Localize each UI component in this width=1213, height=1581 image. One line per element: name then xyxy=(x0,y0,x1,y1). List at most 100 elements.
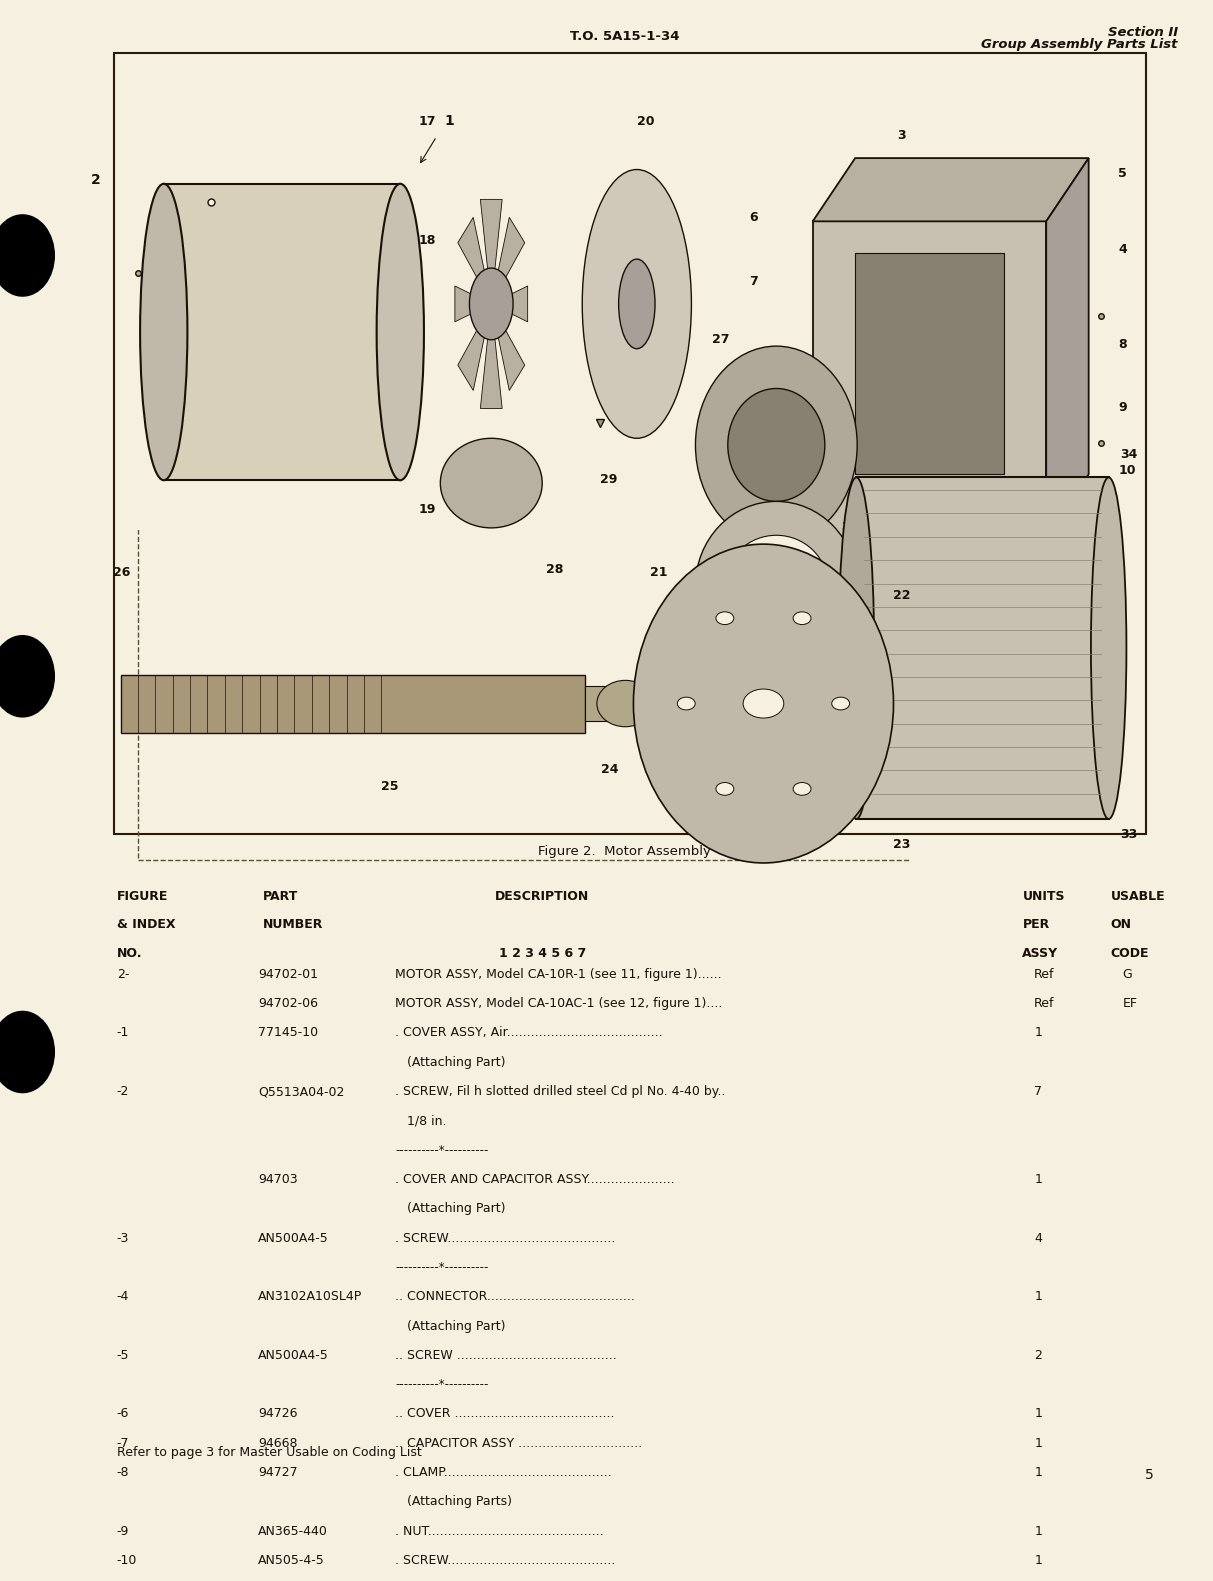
Circle shape xyxy=(0,636,55,716)
Text: -8: -8 xyxy=(116,1466,129,1480)
Text: . COVER AND CAPACITOR ASSY......................: . COVER AND CAPACITOR ASSY..............… xyxy=(395,1173,676,1186)
Ellipse shape xyxy=(716,783,734,795)
Text: AN500A4-5: AN500A4-5 xyxy=(258,1232,329,1244)
Text: . SCREW..........................................: . SCREW.................................… xyxy=(395,1554,616,1567)
Text: AN365-440: AN365-440 xyxy=(258,1524,328,1538)
Text: 29: 29 xyxy=(600,473,617,485)
Circle shape xyxy=(0,215,55,296)
Text: -4: -4 xyxy=(116,1290,129,1303)
Text: G: G xyxy=(1122,968,1132,980)
Text: USABLE: USABLE xyxy=(1111,890,1166,903)
Polygon shape xyxy=(856,477,1109,819)
Text: 18: 18 xyxy=(418,234,435,247)
Text: 1: 1 xyxy=(444,114,454,128)
Text: MOTOR ASSY, Model CA-10R-1 (see 11, figure 1)......: MOTOR ASSY, Model CA-10R-1 (see 11, figu… xyxy=(395,968,722,980)
Polygon shape xyxy=(491,286,528,323)
Text: -3: -3 xyxy=(116,1232,129,1244)
Text: PER: PER xyxy=(1023,919,1049,931)
Text: 1: 1 xyxy=(1035,1466,1042,1480)
Text: Section II: Section II xyxy=(1107,25,1178,38)
Text: . NUT............................................: . NUT...................................… xyxy=(395,1524,604,1538)
Text: Ref: Ref xyxy=(1035,968,1054,980)
Text: 2: 2 xyxy=(1035,1349,1042,1361)
Text: Ref: Ref xyxy=(1035,998,1054,1010)
Polygon shape xyxy=(457,304,491,391)
Text: 1 2 3 4 5 6 7: 1 2 3 4 5 6 7 xyxy=(499,947,586,960)
Ellipse shape xyxy=(695,346,858,544)
Text: ON: ON xyxy=(1111,919,1132,931)
Ellipse shape xyxy=(139,183,187,481)
Text: 1: 1 xyxy=(1035,1173,1042,1186)
Text: .. CONNECTOR.....................................: .. CONNECTOR............................… xyxy=(395,1290,636,1303)
Text: 8: 8 xyxy=(1118,338,1127,351)
Text: AN500A4-5: AN500A4-5 xyxy=(258,1349,329,1361)
Ellipse shape xyxy=(838,477,875,819)
Text: 4: 4 xyxy=(1118,243,1127,256)
Text: -2: -2 xyxy=(116,1085,129,1099)
Polygon shape xyxy=(121,675,585,732)
Text: (Attaching Part): (Attaching Part) xyxy=(395,1056,506,1069)
Text: 23: 23 xyxy=(894,838,911,852)
Text: 94703: 94703 xyxy=(258,1173,297,1186)
Text: 1: 1 xyxy=(1035,1290,1042,1303)
Text: 5: 5 xyxy=(1145,1469,1155,1483)
Text: 94702-01: 94702-01 xyxy=(258,968,318,980)
Text: 28: 28 xyxy=(546,563,563,575)
Text: 19: 19 xyxy=(418,503,435,515)
Ellipse shape xyxy=(724,536,828,637)
Text: (Attaching Part): (Attaching Part) xyxy=(395,1202,506,1216)
Text: 20: 20 xyxy=(637,115,654,128)
Text: PART: PART xyxy=(262,890,298,903)
Text: 27: 27 xyxy=(712,334,729,346)
Text: 94668: 94668 xyxy=(258,1437,297,1450)
Text: -10: -10 xyxy=(116,1554,137,1567)
Polygon shape xyxy=(855,253,1004,474)
Bar xyxy=(114,52,1146,835)
Polygon shape xyxy=(491,304,525,391)
Text: 33: 33 xyxy=(1121,828,1138,841)
Text: NUMBER: NUMBER xyxy=(262,919,323,931)
Ellipse shape xyxy=(728,389,825,501)
Text: .. CAPACITOR ASSY ...............................: .. CAPACITOR ASSY ......................… xyxy=(395,1437,643,1450)
Text: -7: -7 xyxy=(116,1437,129,1450)
Text: 22: 22 xyxy=(894,590,911,602)
Text: 94726: 94726 xyxy=(258,1407,297,1420)
Text: 1: 1 xyxy=(1035,1026,1042,1039)
Text: CODE: CODE xyxy=(1111,947,1149,960)
Text: 94702-06: 94702-06 xyxy=(258,998,318,1010)
Polygon shape xyxy=(455,286,491,323)
Text: Figure 2.  Motor Assembly: Figure 2. Motor Assembly xyxy=(539,844,711,857)
Ellipse shape xyxy=(597,680,654,727)
Text: . CLAMP..........................................: . CLAMP.................................… xyxy=(395,1466,613,1480)
Text: 4: 4 xyxy=(1035,1232,1042,1244)
Text: 94727: 94727 xyxy=(258,1466,297,1480)
Text: ----------*----------: ----------*---------- xyxy=(395,1379,489,1391)
Polygon shape xyxy=(480,304,502,408)
Text: 2: 2 xyxy=(91,172,101,187)
Polygon shape xyxy=(480,199,502,304)
Text: 11: 11 xyxy=(748,433,767,446)
Text: -5: -5 xyxy=(116,1349,129,1361)
Text: 21: 21 xyxy=(650,566,667,579)
Text: 77145-10: 77145-10 xyxy=(258,1026,318,1039)
Polygon shape xyxy=(491,217,525,304)
Text: AN505-4-5: AN505-4-5 xyxy=(258,1554,325,1567)
Text: Q5513A04-02: Q5513A04-02 xyxy=(258,1085,344,1099)
Text: 1: 1 xyxy=(1035,1554,1042,1567)
Text: 6: 6 xyxy=(748,212,758,225)
Circle shape xyxy=(0,1012,55,1092)
Ellipse shape xyxy=(793,783,811,795)
Ellipse shape xyxy=(1090,477,1127,819)
Text: FIGURE: FIGURE xyxy=(116,890,169,903)
Text: (Attaching Parts): (Attaching Parts) xyxy=(395,1496,512,1508)
Text: Refer to page 3 for Master Usable on Coding List: Refer to page 3 for Master Usable on Cod… xyxy=(116,1445,421,1459)
Text: .. COVER ........................................: .. COVER ...............................… xyxy=(395,1407,615,1420)
Text: 30: 30 xyxy=(841,522,856,531)
Ellipse shape xyxy=(633,544,894,863)
Text: Group Assembly Parts List: Group Assembly Parts List xyxy=(981,38,1178,51)
Text: 34: 34 xyxy=(1121,449,1138,462)
Text: 7: 7 xyxy=(748,275,758,288)
Text: ----------*----------: ----------*---------- xyxy=(395,1143,489,1157)
Text: -6: -6 xyxy=(116,1407,129,1420)
Text: 1: 1 xyxy=(1035,1407,1042,1420)
